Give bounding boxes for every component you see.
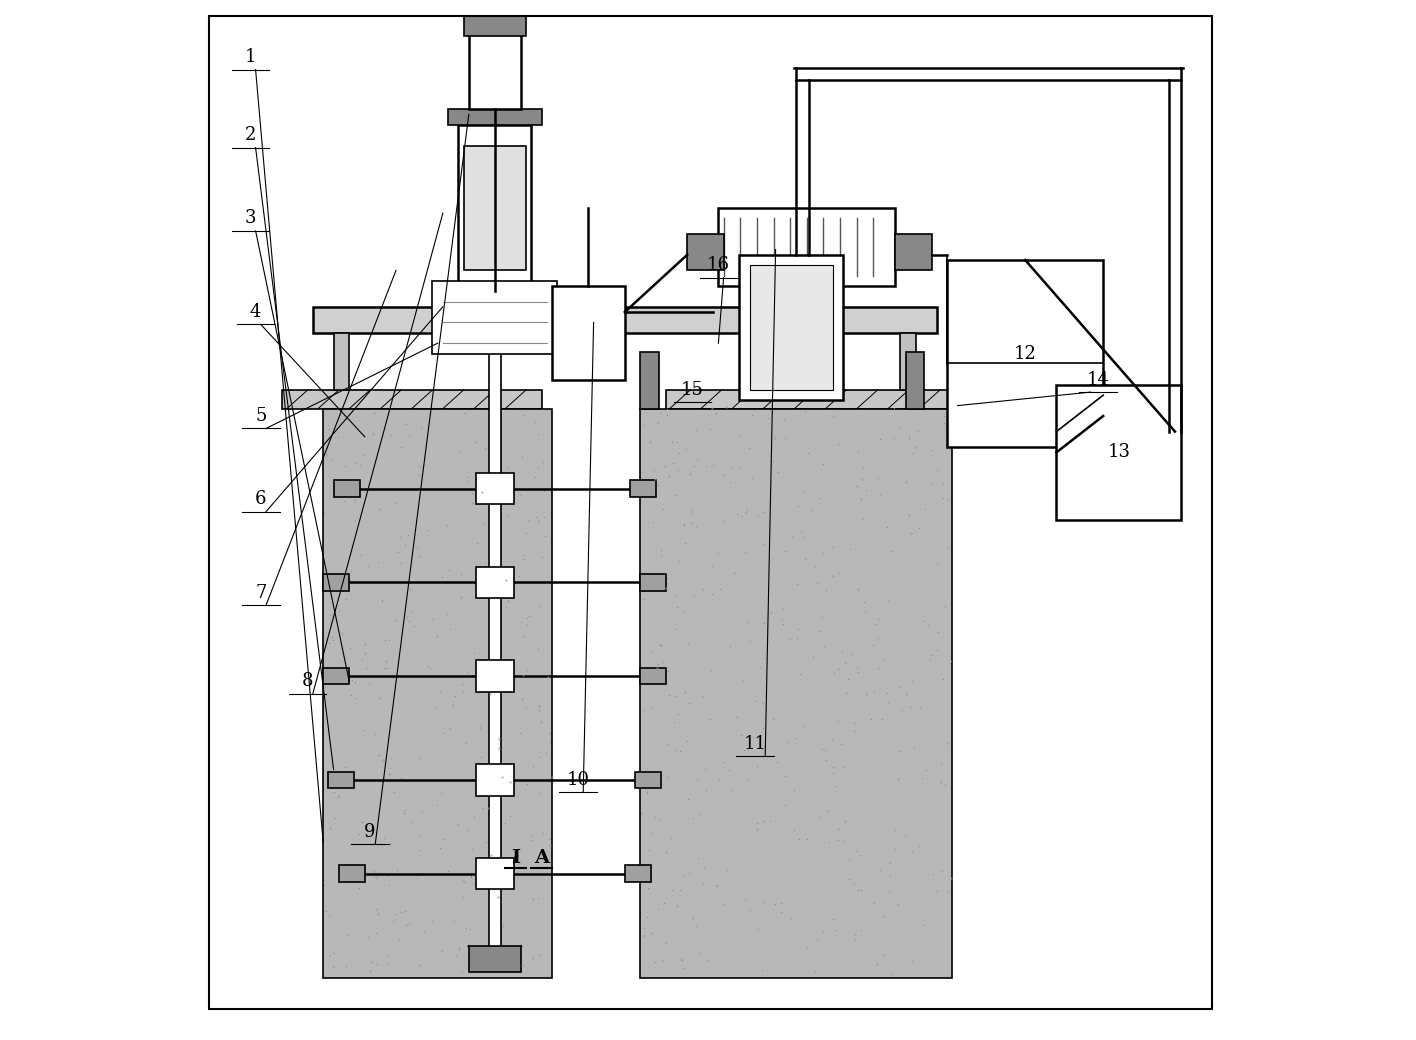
Bar xyxy=(687,234,724,270)
Bar xyxy=(338,865,365,882)
Bar xyxy=(476,764,514,796)
Bar xyxy=(901,333,916,390)
Bar xyxy=(476,858,514,889)
Bar xyxy=(323,574,350,591)
Bar xyxy=(640,409,953,978)
Bar xyxy=(718,208,895,286)
Text: 15: 15 xyxy=(681,381,704,399)
Bar xyxy=(459,125,531,291)
Bar xyxy=(476,567,514,598)
Bar xyxy=(329,772,354,788)
Bar xyxy=(947,260,1103,447)
Bar xyxy=(447,109,541,125)
Bar xyxy=(476,660,514,692)
Text: 2: 2 xyxy=(245,126,256,145)
Bar xyxy=(624,865,651,882)
Bar xyxy=(334,333,350,390)
Bar xyxy=(323,409,552,978)
Bar xyxy=(282,390,541,409)
Bar xyxy=(640,668,667,684)
Bar xyxy=(667,390,1093,409)
Bar xyxy=(636,772,661,788)
Bar xyxy=(1056,385,1181,520)
Text: 5: 5 xyxy=(255,407,266,425)
Text: 3: 3 xyxy=(245,209,256,228)
Text: I: I xyxy=(511,849,520,867)
Bar xyxy=(469,26,521,109)
Bar xyxy=(895,234,932,270)
Text: 6: 6 xyxy=(255,490,266,509)
Text: 16: 16 xyxy=(707,256,729,275)
Bar xyxy=(906,352,925,409)
Text: 13: 13 xyxy=(1107,443,1130,462)
Bar xyxy=(640,574,667,591)
Bar xyxy=(739,255,843,400)
Bar xyxy=(463,16,525,36)
Bar xyxy=(489,52,501,967)
Text: 9: 9 xyxy=(364,823,375,841)
Text: 12: 12 xyxy=(1014,344,1037,363)
Bar xyxy=(476,473,514,504)
Text: 11: 11 xyxy=(743,734,766,753)
Bar xyxy=(323,668,350,684)
Bar xyxy=(749,265,833,390)
Text: A: A xyxy=(534,849,549,867)
Text: 1: 1 xyxy=(245,48,256,67)
Bar xyxy=(313,307,937,333)
Text: 8: 8 xyxy=(302,672,313,691)
Bar xyxy=(552,286,624,380)
Bar xyxy=(630,480,656,497)
Bar xyxy=(432,281,558,354)
Bar xyxy=(640,352,658,409)
Bar xyxy=(469,946,521,972)
Text: 4: 4 xyxy=(249,303,262,321)
Text: 10: 10 xyxy=(566,771,589,789)
Text: 14: 14 xyxy=(1086,370,1110,389)
Text: 7: 7 xyxy=(255,583,266,602)
Bar xyxy=(463,146,525,270)
Bar xyxy=(334,480,360,497)
